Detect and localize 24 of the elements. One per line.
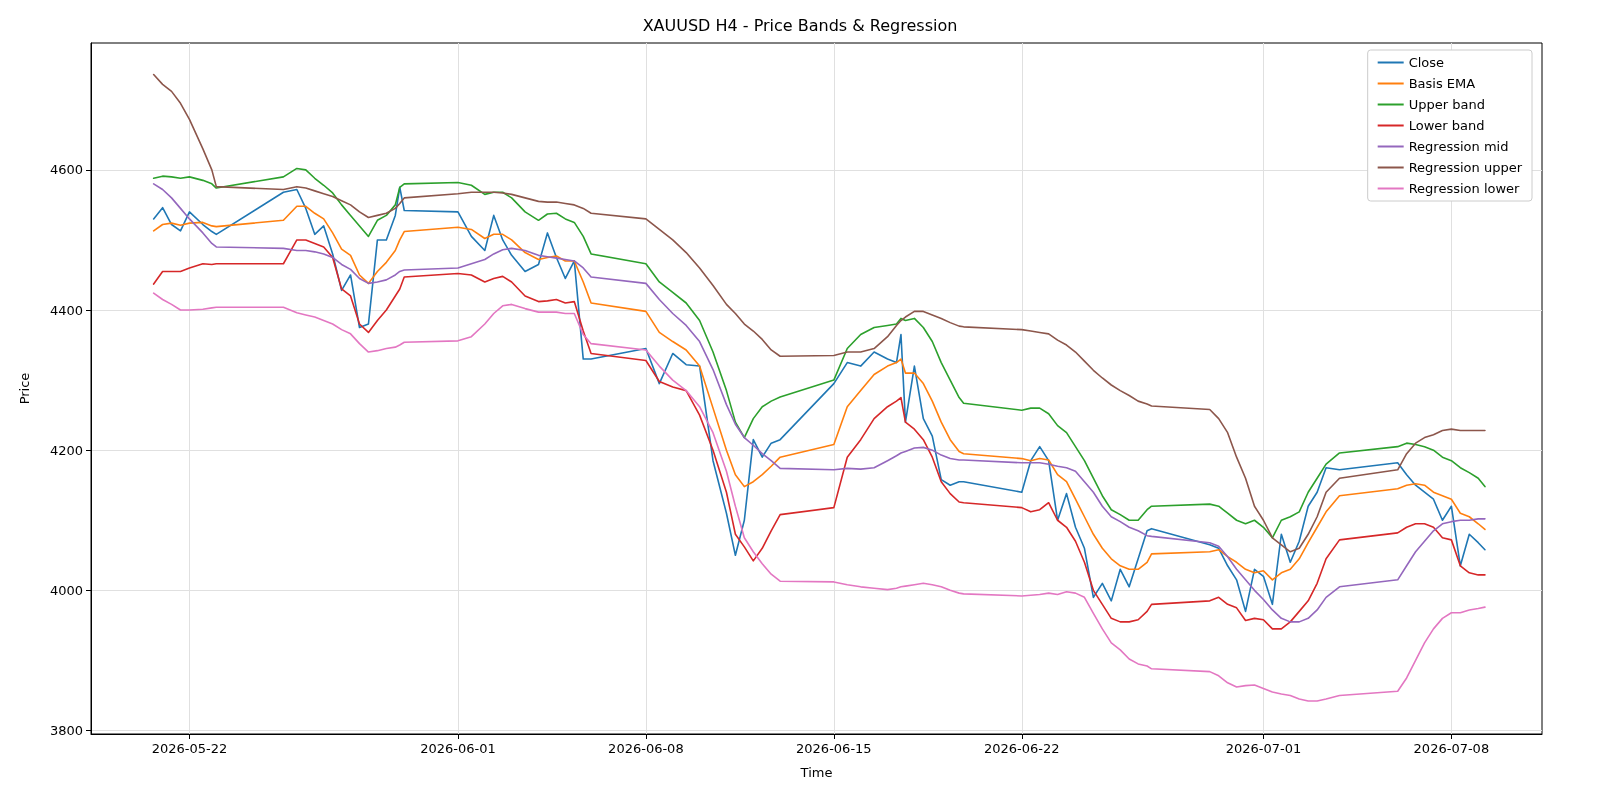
x-tick-label: 2026-06-01 <box>420 741 496 756</box>
x-axis-title: Time <box>799 765 833 780</box>
legend-label: Regression upper <box>1408 160 1523 175</box>
y-tick-label: 3800 <box>49 723 83 738</box>
legend-label: Upper band <box>1408 97 1485 112</box>
legend-label: Regression mid <box>1408 139 1509 154</box>
y-tick-label: 4200 <box>49 442 83 458</box>
x-tick-label: 2026-06-22 <box>984 741 1060 756</box>
legend-label: Lower band <box>1408 118 1485 133</box>
y-tick-label: 4000 <box>49 582 83 598</box>
y-tick-label: 4600 <box>49 162 83 178</box>
x-tick-label: 2026-07-08 <box>1413 741 1490 756</box>
x-tick-label: 2026-06-15 <box>796 741 872 756</box>
legend-label: Basis EMA <box>1408 76 1476 91</box>
chart-title: XAUUSD H4 - Price Bands & Regression <box>642 15 958 35</box>
y-axis-title: Price <box>17 372 32 405</box>
x-tick-label: 2026-07-01 <box>1225 741 1302 756</box>
x-tick-label: 2026-05-22 <box>151 741 228 756</box>
x-tick-label: 2026-06-08 <box>608 741 684 756</box>
line-series <box>152 292 1486 702</box>
legend-label: Regression lower <box>1408 181 1521 196</box>
line-series <box>152 73 1486 553</box>
legend-label: Close <box>1408 55 1445 70</box>
y-tick-label: 4400 <box>49 302 83 318</box>
